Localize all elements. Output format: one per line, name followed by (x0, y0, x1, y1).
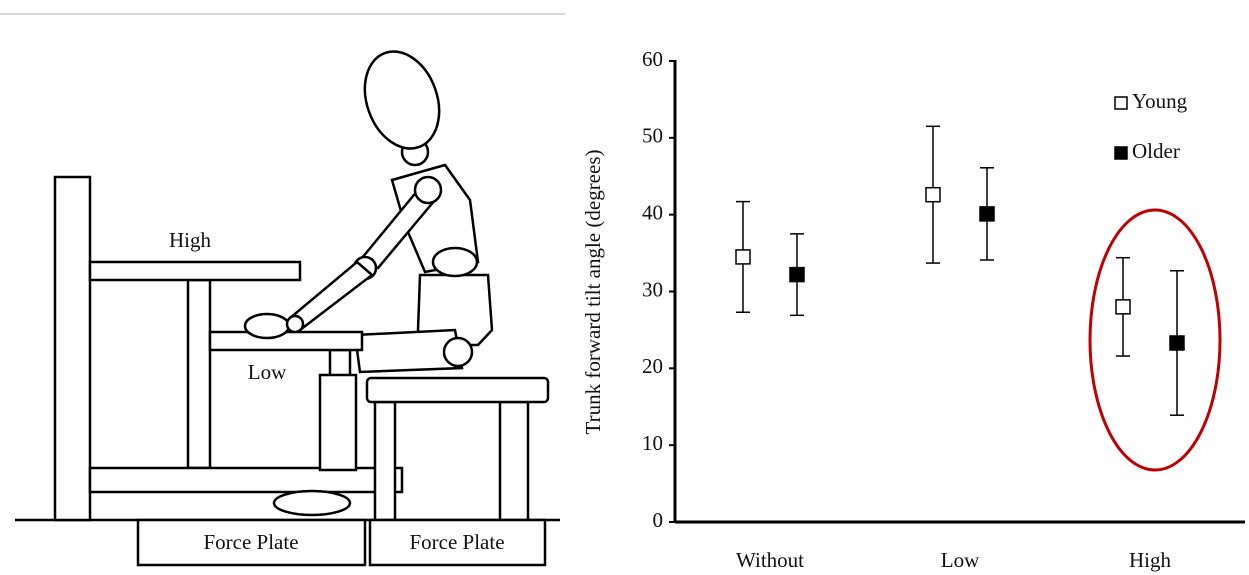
marker (925, 186, 941, 203)
foot (272, 489, 352, 517)
setup-diagram: High Low Force Plate Force Plate (0, 13, 565, 567)
x-tick-label: Without (736, 548, 804, 572)
y-tick-label: 30 (642, 277, 663, 301)
low-table (208, 330, 364, 352)
waist (431, 246, 479, 278)
marker (1115, 299, 1131, 315)
y-axis-label: Trunk forward tilt angle (degrees) (581, 150, 605, 435)
legend-label: Older (1132, 139, 1180, 163)
table-leg (186, 278, 212, 470)
force-plate (136, 518, 367, 567)
legend-swatch (1114, 96, 1128, 110)
stool-leg (498, 400, 530, 522)
marker (979, 206, 995, 222)
pelvis (416, 273, 494, 347)
marker (1169, 335, 1185, 351)
hand (243, 312, 291, 340)
diagram-label: High (169, 228, 212, 252)
y-tick-label: 0 (653, 508, 664, 532)
marker (735, 249, 751, 265)
highlight-ellipse (1088, 208, 1222, 472)
x-tick-label: Low (941, 548, 980, 572)
plate-label: Force Plate (203, 530, 298, 554)
head (363, 50, 441, 150)
shin (318, 373, 358, 472)
legend-label: Young (1132, 89, 1188, 113)
diagram-label: Low (248, 360, 287, 384)
stool-seat (365, 376, 550, 404)
marker (789, 266, 805, 283)
shoulder (413, 175, 443, 205)
y-tick-label: 20 (642, 354, 663, 378)
force-plate (368, 518, 547, 567)
y-tick-label: 40 (642, 200, 663, 224)
plate-label: Force Plate (409, 530, 504, 554)
knee (442, 336, 474, 368)
y-tick-label: 60 (642, 47, 663, 71)
thigh (353, 328, 464, 374)
high-table (88, 260, 302, 282)
y-tick-label: 50 (642, 124, 663, 148)
legend-swatch (1114, 146, 1128, 160)
x-tick-label: High (1129, 548, 1172, 572)
y-tick-label: 10 (642, 431, 663, 455)
back-post (53, 175, 92, 522)
wrist (285, 314, 305, 334)
base-beam (88, 466, 404, 494)
stool-leg (373, 400, 397, 522)
